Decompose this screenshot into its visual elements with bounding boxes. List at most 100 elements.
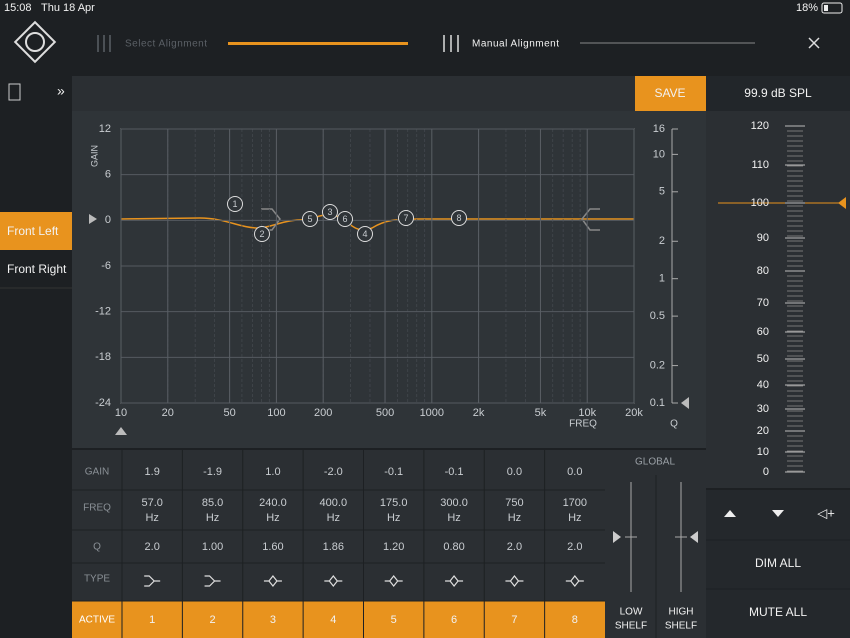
q-tick: 1	[659, 273, 665, 285]
speaker-icon[interactable]	[8, 83, 21, 101]
gain-handle[interactable]	[89, 214, 97, 224]
filter-marker[interactable]	[398, 210, 414, 226]
low-shelf-handle[interactable]	[613, 531, 621, 543]
select-progress	[228, 42, 408, 45]
meter-tick-label: 0	[763, 466, 769, 478]
active[interactable]: 6	[451, 614, 457, 626]
filter-marker[interactable]	[322, 204, 338, 220]
freq[interactable]: 240.0	[259, 497, 287, 509]
active[interactable]: 4	[330, 614, 336, 626]
gain[interactable]: -2.0	[324, 466, 343, 478]
active[interactable]: 5	[391, 614, 397, 626]
channel-selected[interactable]	[0, 212, 72, 250]
q-handle[interactable]	[681, 397, 689, 409]
meter-tick-label: 10	[757, 446, 769, 458]
filter-marker[interactable]	[337, 211, 353, 227]
q[interactable]: 2.0	[507, 541, 522, 553]
filter-type-icon[interactable]	[204, 575, 221, 587]
active[interactable]: 7	[511, 614, 517, 626]
high-shelf-marker[interactable]	[581, 208, 600, 231]
q[interactable]: 1.60	[262, 541, 283, 553]
freq-unit: Hz	[387, 512, 400, 524]
q[interactable]: 1.86	[323, 541, 344, 553]
freq[interactable]: 300.0	[440, 497, 468, 509]
gain[interactable]: 1.0	[265, 466, 280, 478]
filter-type-icon[interactable]	[263, 575, 282, 587]
time: 15:08	[4, 2, 32, 14]
gain[interactable]: 0.0	[507, 466, 522, 478]
filter-marker[interactable]	[227, 196, 243, 212]
low-shelf[interactable]: LOW	[620, 607, 643, 618]
filter-type-icon[interactable]	[445, 575, 464, 587]
channel[interactable]: Front Right	[7, 262, 67, 276]
up-button[interactable]	[724, 510, 736, 517]
freq-handle[interactable]	[115, 427, 127, 435]
filter-marker[interactable]	[451, 210, 467, 226]
meter-tick-label: 60	[757, 326, 769, 338]
active[interactable]: 1	[149, 614, 155, 626]
mute-all[interactable]: MUTE ALL	[749, 605, 807, 619]
global-sliders[interactable]	[625, 482, 687, 592]
gain[interactable]: -0.1	[445, 466, 464, 478]
q[interactable]: 1.00	[202, 541, 223, 553]
q[interactable]: 2.0	[567, 541, 582, 553]
level-handle[interactable]	[838, 197, 846, 209]
dim-all[interactable]: DIM ALL	[755, 556, 801, 570]
save-label[interactable]: SAVE	[654, 86, 685, 100]
row-label: GAIN	[85, 467, 109, 478]
logo[interactable]	[13, 20, 57, 64]
filter-type-icon[interactable]	[144, 575, 161, 587]
battery-level	[824, 5, 828, 11]
down-button[interactable]	[772, 510, 784, 517]
high-shelf[interactable]: SHELF	[665, 621, 697, 632]
freq[interactable]: 400.0	[320, 497, 348, 509]
gain[interactable]: 1.9	[145, 466, 160, 478]
filter-marker[interactable]	[302, 211, 318, 227]
q[interactable]: 0.80	[443, 541, 464, 553]
gain-tick: -12	[95, 306, 111, 318]
low-shelf[interactable]: SHELF	[615, 621, 647, 632]
filter-type-icon[interactable]	[565, 575, 584, 587]
freq-tick: 5k	[535, 407, 547, 419]
expand[interactable]: »	[57, 83, 65, 99]
close-button[interactable]	[808, 37, 820, 49]
q-tick: 2	[659, 235, 665, 247]
active[interactable]: 2	[210, 614, 216, 626]
q[interactable]: 2.0	[145, 541, 160, 553]
freq[interactable]: 750	[505, 497, 523, 509]
freq[interactable]: 175.0	[380, 497, 408, 509]
row-label: ACTIVE	[79, 615, 115, 626]
spl: 99.9 dB SPL	[744, 86, 812, 100]
save-button[interactable]	[635, 76, 706, 111]
gain[interactable]: -1.9	[203, 466, 222, 478]
filter-type-icon[interactable]	[384, 575, 403, 587]
channel[interactable]: Front Left	[7, 224, 59, 238]
filter-marker[interactable]	[357, 226, 373, 242]
freq-tick: 20k	[625, 407, 643, 419]
filter-type-icon[interactable]	[505, 575, 524, 587]
active-row	[72, 601, 605, 638]
filter-type-icon[interactable]	[324, 575, 343, 587]
high-shelf-handle[interactable]	[690, 531, 698, 543]
freq[interactable]: 85.0	[202, 497, 223, 509]
freq[interactable]: 57.0	[141, 497, 162, 509]
active[interactable]: 3	[270, 614, 276, 626]
freq[interactable]: 1700	[563, 497, 587, 509]
manual-alignment[interactable]: Manual Alignment	[472, 39, 560, 50]
q-tick: 5	[659, 186, 665, 198]
freq-unit: Hz	[327, 512, 340, 524]
date: Thu 18 Apr	[41, 2, 95, 14]
q[interactable]: 1.20	[383, 541, 404, 553]
filter-marker[interactable]	[254, 226, 270, 242]
freq-tick: 100	[267, 407, 285, 419]
select-alignment[interactable]: Select Alignment	[125, 39, 208, 50]
high-shelf[interactable]: HIGH	[669, 607, 694, 618]
link-button[interactable]: ◁+	[817, 505, 835, 520]
top-bar	[0, 16, 850, 72]
active[interactable]: 8	[572, 614, 578, 626]
gain[interactable]: 0.0	[567, 466, 582, 478]
freq-tick: 200	[314, 407, 332, 419]
gain[interactable]: -0.1	[384, 466, 403, 478]
gain-tick: 12	[99, 123, 111, 135]
